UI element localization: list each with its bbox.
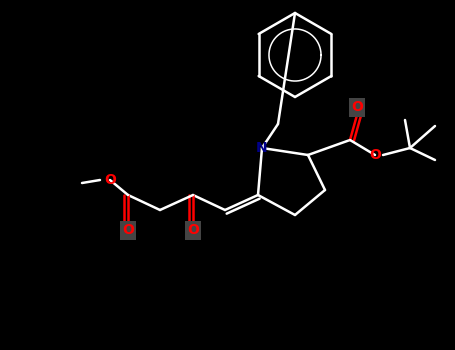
Text: O: O xyxy=(187,223,199,237)
Text: O: O xyxy=(122,223,134,237)
Text: O: O xyxy=(369,148,381,162)
Text: O: O xyxy=(351,100,363,114)
Text: N: N xyxy=(256,141,268,155)
Text: O: O xyxy=(104,173,116,187)
